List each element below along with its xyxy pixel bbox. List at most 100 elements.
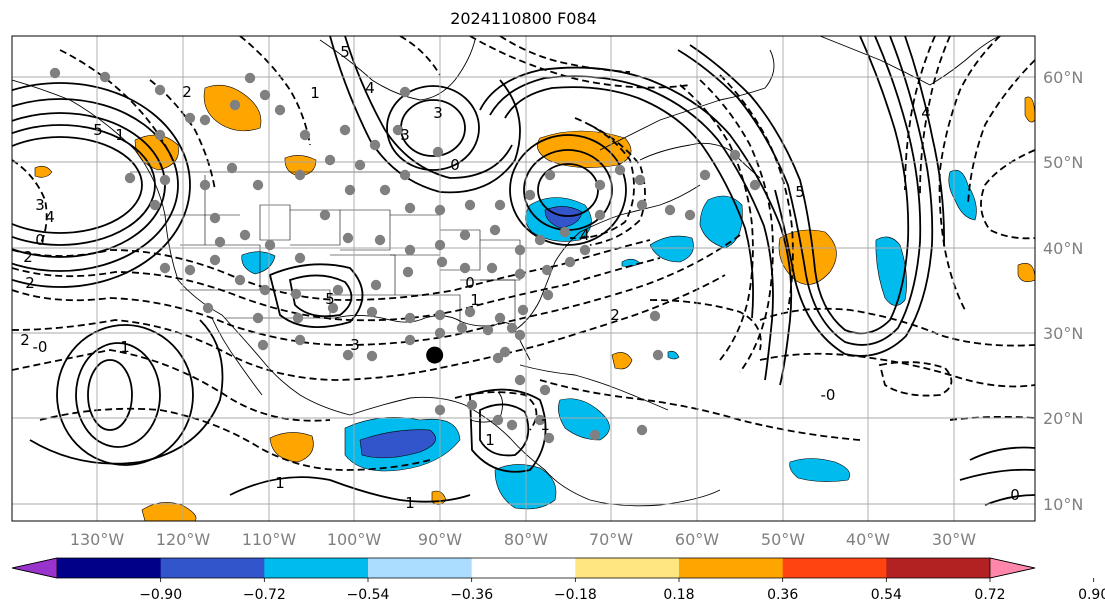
station-dot [199,179,211,191]
longitude-label: 90°W [418,530,462,549]
station-dot [369,139,381,151]
contour-label: 2 [23,248,33,266]
longitude-label: 40°W [846,530,890,549]
longitude-label: 110°W [242,530,297,549]
station-dot [486,262,498,274]
station-dot [354,159,366,171]
station-dot [559,226,571,238]
colorbar-segment [471,558,576,578]
station-dot [199,114,211,126]
shade-orange [284,155,317,177]
station-dot [541,264,553,276]
contour-label: 2 [182,83,192,101]
station-dot [594,179,606,191]
station-dot [464,199,476,211]
contour-label: 5 [93,121,103,139]
contour-label: 5 [340,43,350,61]
station-dot [614,164,626,176]
colorbar-segment [160,558,265,578]
contour-label: 1 [115,126,125,144]
station-dot [636,199,648,211]
station-dot [749,179,761,191]
colorbar-tick-label: −0.54 [347,587,390,603]
station-dot [299,129,311,141]
station-dot [149,199,161,211]
contour-label: 3 [433,104,443,122]
shade-cyan [667,350,680,360]
station-dot [564,256,576,268]
colorbar-tick-label: −0.18 [554,587,597,603]
station-dot [366,306,378,318]
station-dot [399,86,411,98]
station-dot [379,184,391,196]
station-dot [252,312,264,324]
shade-cyan [948,169,977,221]
contour-label: 1 [485,431,495,449]
contour-label: 5 [795,183,805,201]
contour-label: 4 [365,79,375,97]
station-dot [459,262,471,274]
contour-label: 3 [35,196,45,214]
shade-orange [537,130,632,168]
shade-orange [611,352,633,370]
contour-label: -0 [821,386,836,404]
contour-label: 2 [20,331,30,349]
station-dot [319,209,331,221]
station-dot [534,414,546,426]
contour-label: 5 [325,290,335,308]
station-dot [342,232,354,244]
latitude-label: 20°N [1043,409,1083,428]
station-dot [370,279,382,291]
longitude-labels: 130°W 120°W 110°W 100°W 90°W 80°W 70°W 60°W 50°W… [70,530,976,549]
station-dot [434,239,446,251]
station-dot [264,239,276,251]
station-dot [524,189,536,201]
shade-cyan [558,398,610,441]
contour-label: 1 [540,416,550,434]
shade-cyan [649,235,694,263]
contour-label: 2 [25,274,35,292]
station-dot [257,339,269,351]
colorbar-segment [679,558,784,578]
longitude-label: 130°W [70,530,125,549]
shade-blue [359,429,436,459]
station-dot [434,404,446,416]
contour-label: 2 [610,306,620,324]
colorbar-segment [886,558,991,578]
station-dot [544,169,556,181]
contour-label: 0 [450,156,460,174]
station-dot [464,306,476,318]
station-dot [499,346,511,358]
shade-orange [269,432,314,463]
station-dot [534,234,546,246]
station-dot [652,349,664,361]
station-dot [514,329,526,341]
colorbar-segment [57,558,162,578]
station-dot [244,72,256,84]
contour-label: -0 [33,338,48,356]
station-dot [184,264,196,276]
station-dot [636,424,648,436]
shade-cyan [789,458,851,482]
shade-cyan [241,251,276,275]
longitude-label: 80°W [504,530,548,549]
station-dot [436,256,448,268]
station-dot [366,350,378,362]
longitude-label: 30°W [932,530,976,549]
latitude-label: 50°N [1043,153,1083,172]
station-dot [434,204,446,216]
contour-label: 4 [45,208,55,226]
station-dot [482,324,494,336]
colorbar-tick-label: −0.72 [243,587,286,603]
station-dot [184,112,196,124]
map-frame [11,35,1036,522]
station-dot [292,312,304,324]
station-dot [517,304,529,316]
station-dot [294,252,306,264]
station-dot [514,374,526,386]
station-dot [99,71,111,83]
station-dot [234,274,246,286]
station-dot [539,384,551,396]
